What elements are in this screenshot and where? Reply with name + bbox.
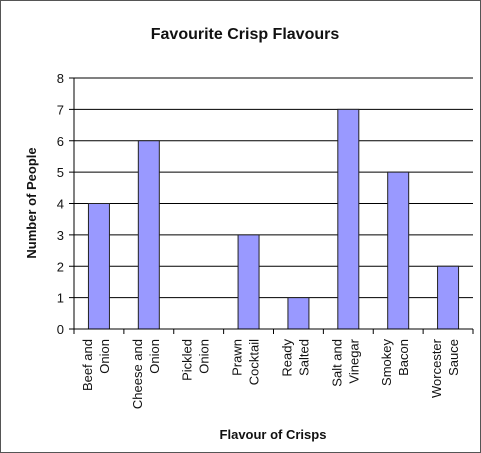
y-tick-label: 7: [57, 102, 64, 117]
x-category-label: Onion: [197, 339, 212, 374]
bars: [87, 108, 460, 330]
y-axis-title: Number of People: [24, 147, 39, 258]
x-category-label: Onion: [97, 339, 112, 374]
x-category-label: Salt and: [329, 339, 344, 387]
y-tick-labels: 0 1 2 3 4 5 6 7 8: [57, 71, 74, 337]
bar: [387, 171, 410, 330]
bar: [287, 297, 310, 330]
x-category-label: Beef and: [80, 339, 95, 391]
bar: [87, 203, 110, 330]
x-category-labels: Beef and Onion Cheese and Onion Pickled Onion…: [80, 338, 461, 409]
x-category-label: Cheese and: [130, 339, 145, 409]
chart-title: Favourite Crisp Flavours: [151, 26, 340, 43]
x-category-label: Onion: [147, 339, 162, 374]
x-category-label: Bacon: [396, 339, 411, 376]
y-tick-label: 4: [57, 197, 64, 212]
x-category-label: Pickled: [180, 339, 195, 381]
x-category-label: Salted: [296, 339, 311, 376]
x-category-label: Smokey: [379, 339, 394, 386]
axes: [73, 78, 474, 334]
x-category-label: Sauce: [446, 339, 461, 376]
bar: [137, 140, 160, 330]
y-tick-label: 3: [57, 228, 64, 243]
gridlines: [74, 77, 473, 299]
bar: [237, 234, 260, 330]
x-axis-title: Flavour of Crisps: [220, 427, 327, 442]
y-tick-label: 0: [57, 322, 64, 337]
y-tick-label: 2: [57, 259, 64, 274]
y-tick-label: 8: [57, 71, 64, 86]
x-category-label: Prawn: [230, 339, 245, 376]
bar: [337, 108, 360, 330]
bar: [437, 265, 460, 330]
x-category-label: Worcester: [429, 338, 444, 398]
x-category-label: Vinegar: [346, 338, 361, 383]
x-category-label: Cocktail: [247, 339, 262, 385]
x-category-label: Ready: [279, 339, 294, 377]
y-tick-label: 6: [57, 134, 64, 149]
y-tick-label: 1: [57, 291, 64, 306]
y-tick-label: 5: [57, 165, 64, 180]
